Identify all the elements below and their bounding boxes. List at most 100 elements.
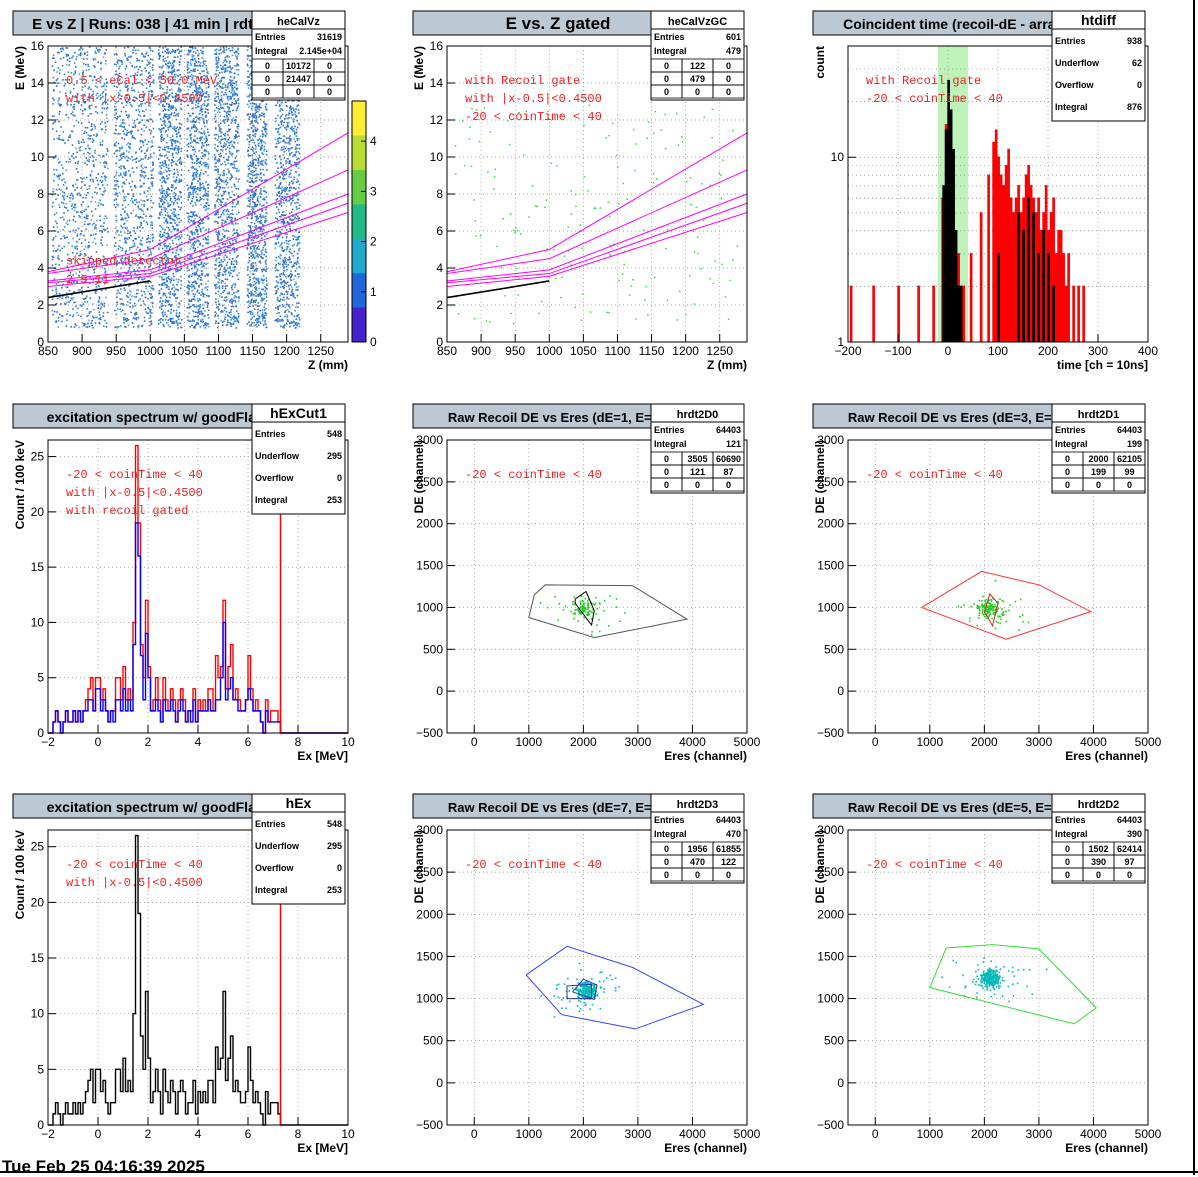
data-point xyxy=(135,157,138,160)
data-point xyxy=(104,179,107,182)
data-point xyxy=(79,53,82,56)
data-point xyxy=(207,103,209,105)
data-point xyxy=(95,224,97,226)
data-point xyxy=(226,298,228,301)
data-point xyxy=(82,139,84,141)
data-point xyxy=(196,270,199,272)
data-point xyxy=(66,47,69,49)
data-point xyxy=(217,236,219,239)
data-point xyxy=(127,256,129,259)
data-point xyxy=(162,105,164,107)
data-point xyxy=(83,101,85,103)
data-point xyxy=(262,121,265,123)
data-point xyxy=(77,140,80,143)
data-point xyxy=(265,215,267,218)
data-point xyxy=(199,196,202,199)
data-point xyxy=(231,79,234,82)
data-point xyxy=(191,298,193,301)
data-point xyxy=(235,296,238,298)
data-point xyxy=(248,100,250,103)
data-point xyxy=(118,150,121,152)
data-point xyxy=(190,193,192,196)
data-point xyxy=(253,174,256,176)
data-point xyxy=(123,223,125,226)
data-point xyxy=(97,281,100,284)
data-point xyxy=(219,80,221,83)
data-point xyxy=(216,200,218,202)
data-point xyxy=(169,278,171,281)
data-point xyxy=(164,311,166,314)
data-point xyxy=(104,229,106,231)
data-point xyxy=(195,116,197,119)
data-point xyxy=(180,123,183,126)
data-point xyxy=(53,168,55,171)
data-point xyxy=(164,121,166,123)
data-point xyxy=(202,131,205,134)
data-point xyxy=(70,205,73,207)
data-point xyxy=(165,48,168,51)
data-point xyxy=(116,101,118,103)
data-point xyxy=(151,141,154,144)
data-point xyxy=(83,281,86,284)
data-point xyxy=(83,152,85,155)
data-point xyxy=(193,325,196,328)
data-point xyxy=(226,237,229,240)
data-point xyxy=(177,195,180,197)
data-point xyxy=(141,110,144,112)
data-point xyxy=(159,230,162,233)
data-point xyxy=(197,61,200,63)
data-point xyxy=(200,203,202,206)
data-point xyxy=(129,173,131,176)
data-point xyxy=(129,272,132,275)
data-point xyxy=(258,138,261,140)
data-point xyxy=(121,122,124,124)
data-point xyxy=(223,137,225,140)
data-point xyxy=(68,219,71,222)
data-point xyxy=(145,82,148,85)
data-point xyxy=(69,299,72,302)
data-point xyxy=(193,244,196,247)
data-point xyxy=(140,185,142,187)
data-point xyxy=(75,119,78,122)
data-point xyxy=(217,239,220,241)
data-point xyxy=(127,260,130,262)
data-point xyxy=(221,162,224,165)
data-point xyxy=(162,282,165,284)
data-point xyxy=(54,61,57,64)
data-point xyxy=(189,130,191,132)
data-point xyxy=(138,201,141,203)
data-point xyxy=(142,170,145,173)
data-point xyxy=(163,137,165,140)
data-point xyxy=(175,270,178,273)
data-point xyxy=(198,188,201,191)
data-point xyxy=(148,71,150,74)
data-point xyxy=(226,216,228,219)
data-point xyxy=(119,155,122,157)
data-point xyxy=(227,162,230,164)
data-point xyxy=(193,90,196,92)
data-point xyxy=(139,243,141,245)
data-point xyxy=(119,158,122,161)
data-point xyxy=(223,71,226,73)
data-point xyxy=(228,291,231,293)
data-point xyxy=(163,60,165,63)
data-point xyxy=(206,184,209,186)
data-point xyxy=(259,291,262,294)
data-point xyxy=(202,121,205,123)
data-point xyxy=(236,126,239,128)
data-point xyxy=(141,83,143,85)
data-point xyxy=(265,128,268,131)
data-point xyxy=(214,285,217,288)
data-point xyxy=(234,205,236,208)
data-point xyxy=(71,56,73,59)
data-point xyxy=(176,268,179,270)
data-point xyxy=(53,310,56,313)
data-point xyxy=(257,157,259,160)
data-point xyxy=(87,215,89,217)
data-point xyxy=(101,203,103,206)
data-point xyxy=(162,120,164,123)
data-point xyxy=(69,134,71,137)
data-point xyxy=(197,224,199,227)
data-point xyxy=(226,177,229,179)
data-point xyxy=(166,177,169,180)
